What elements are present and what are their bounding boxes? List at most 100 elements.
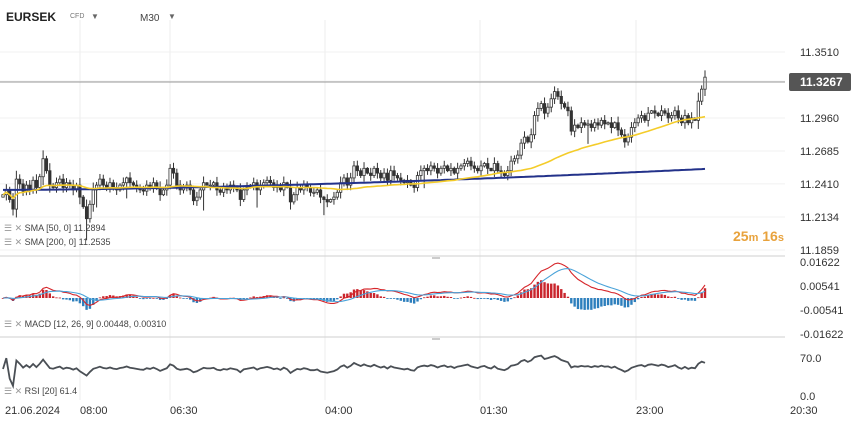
macd-tick-label: -0.01622 <box>800 329 843 341</box>
current-price-tag: 11.3267 <box>789 73 851 91</box>
macd-histogram-bar <box>1 298 5 299</box>
macd-tick-label: 0.01622 <box>800 257 840 269</box>
macd-histogram-bar <box>38 293 41 298</box>
macd-histogram-bar <box>433 295 436 298</box>
macd-histogram-bar <box>11 298 15 301</box>
macd-histogram-bar <box>453 298 456 299</box>
timeframe-dropdown-icon[interactable]: ▼ <box>168 12 176 21</box>
time-axis[interactable]: 21.06.2024 08:00 06:30 04:00 01:30 23:00 20:30 <box>5 405 818 417</box>
legend-close-icon[interactable]: ✕ <box>14 319 23 329</box>
legend-settings-icon[interactable]: ☰ <box>4 237 13 247</box>
macd-histogram-bar <box>680 298 683 300</box>
timeframe-selector[interactable]: M30 <box>140 13 160 24</box>
candle <box>395 175 400 179</box>
symbol-label[interactable]: EURSEK <box>6 10 57 24</box>
macd-histogram-bar <box>61 298 65 300</box>
candle <box>121 182 125 186</box>
candle <box>352 165 356 179</box>
candle <box>108 182 112 188</box>
candle <box>522 136 527 144</box>
symbol-dropdown-icon[interactable]: ▼ <box>91 12 99 21</box>
macd-histogram-bar <box>496 298 499 300</box>
candle <box>569 110 573 132</box>
macd-histogram-bar <box>443 295 446 298</box>
macd-histogram-bar <box>533 284 536 298</box>
candle <box>556 91 560 97</box>
candle <box>559 95 563 104</box>
candle-countdown: 25m 16s <box>733 228 784 244</box>
candle <box>472 165 476 169</box>
macd-histogram-bar <box>486 298 489 300</box>
macd-histogram-bar <box>249 297 252 299</box>
candle <box>512 158 517 162</box>
candle <box>603 119 607 125</box>
candle <box>268 179 273 184</box>
candle <box>288 187 293 203</box>
legend-close-icon[interactable]: ✕ <box>14 386 23 396</box>
macd-histogram-bar <box>543 282 546 298</box>
candle <box>58 178 62 184</box>
macd-histogram-bar <box>175 295 179 298</box>
candle <box>452 167 456 174</box>
macd-histogram-bar <box>583 298 586 310</box>
price-axis[interactable]: 11.3510 11.2960 11.2685 11.2410 11.2134 11.18… <box>800 47 843 403</box>
candle <box>98 178 102 186</box>
macd-histogram-bar <box>82 298 85 307</box>
macd-histogram-bar <box>673 296 677 298</box>
candle <box>619 129 624 136</box>
macd-histogram-bar <box>339 296 342 298</box>
macd-histogram-bar <box>356 289 359 298</box>
candle <box>539 103 543 109</box>
macd-histogram-bar <box>660 294 663 298</box>
candle <box>669 115 674 119</box>
sma-200-line <box>3 167 706 191</box>
legend-close-icon[interactable]: ✕ <box>14 237 23 247</box>
rsi-legend[interactable]: ☰ ✕ RSI [20] 61.4 <box>4 386 77 397</box>
candle <box>636 117 640 124</box>
candle <box>125 177 129 184</box>
candle <box>211 182 216 186</box>
macd-histogram-bar <box>677 298 680 299</box>
macd-histogram-bar <box>553 283 556 298</box>
time-tick-label: 06:30 <box>170 405 198 417</box>
macd-histogram-bar <box>570 298 573 304</box>
macd-histogram-bar <box>72 298 75 302</box>
sma-50-legend[interactable]: ☰ ✕ SMA [50, 0] 11.2894 <box>4 223 106 234</box>
instrument-type-label: CFD <box>70 13 85 20</box>
time-tick-label: 08:00 <box>80 405 108 417</box>
legend-settings-icon[interactable]: ☰ <box>4 386 13 396</box>
macd-histogram-bar <box>95 298 98 302</box>
macd-histogram-bar <box>466 296 469 298</box>
candle <box>469 160 473 167</box>
candle <box>355 165 359 172</box>
candle <box>649 110 654 114</box>
price-tick-label: 11.2685 <box>800 146 839 158</box>
candle <box>325 199 329 203</box>
legend-settings-icon[interactable]: ☰ <box>4 223 13 233</box>
countdown-minutes: 25 <box>733 228 749 244</box>
candle <box>362 167 366 176</box>
legend-settings-icon[interactable]: ☰ <box>4 319 13 329</box>
macd-histogram-bar <box>523 289 526 298</box>
macd-legend[interactable]: ☰ ✕ MACD [12, 26, 9] 0.00448, 0.00310 <box>4 319 166 330</box>
candle <box>526 136 530 143</box>
candle <box>445 165 450 172</box>
candle <box>435 167 440 174</box>
candle <box>382 172 386 179</box>
candle <box>425 167 430 172</box>
candle <box>38 176 42 188</box>
candle <box>252 182 256 186</box>
macd-histogram-bar <box>332 298 336 301</box>
candle <box>359 170 363 176</box>
legend-close-icon[interactable]: ✕ <box>14 223 23 233</box>
macd-histogram-bar <box>269 295 272 298</box>
candle <box>459 165 463 169</box>
macd-histogram-bar <box>600 298 603 307</box>
candle <box>506 170 510 176</box>
time-tick-label: 23:00 <box>636 405 664 417</box>
macd-histogram-bar <box>509 298 513 300</box>
macd-histogram-bar <box>536 281 540 298</box>
sma-200-legend[interactable]: ☰ ✕ SMA [200, 0] 11.2535 <box>4 237 111 248</box>
candle <box>191 189 196 202</box>
